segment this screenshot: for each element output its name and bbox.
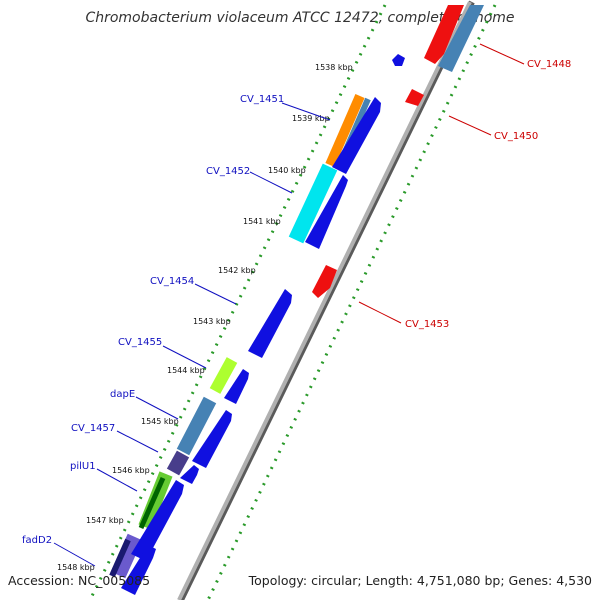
leader-line [448,115,492,136]
tick-label: 1548 kbp [57,563,95,572]
left-dotted-guide [88,4,387,600]
leader-line [53,542,96,567]
leader-line [249,171,293,194]
blue-gene-arrow [248,289,292,358]
blue-gene-arrow [131,480,184,561]
blue-gene-arrow [192,410,232,468]
left-gene-labels [53,102,331,567]
red-gene-arrow [312,265,337,298]
gene-label-cv1450: CV_1450 [494,131,538,142]
leader-line [116,430,159,453]
gene-label-dape: dapE [110,389,135,400]
gene-label-cv1457: CV_1457 [71,423,115,434]
darkgreen-feature [138,476,166,530]
leader-line [194,283,237,305]
leader-line [96,468,138,492]
tick-label: 1546 kbp [112,466,150,475]
blue-gene-arrow [332,97,381,174]
leader-line [281,102,331,121]
map-title: Chromobacterium violaceum ATCC 12472, co… [85,10,515,26]
blue-gene-arrow [224,369,249,404]
gene-label-cv1451: CV_1451 [240,94,284,105]
tick-label: 1547 kbp [86,516,124,525]
tick-label: 1543 kbp [193,317,231,326]
gene-label-cv1455: CV_1455 [118,337,162,348]
cyan-feature [288,163,338,244]
gene-label-cv1452: CV_1452 [206,166,250,177]
lime-feature [209,357,238,394]
orange-feature [325,94,365,167]
red-gene-arrow [424,5,464,64]
tick-label: 1539 kbp [292,114,330,123]
leader-line [135,396,179,420]
gene-label-pilu1: pilU1 [70,461,96,472]
tick-label: 1545 kbp [141,417,179,426]
tick-label: 1538 kbp [315,63,353,72]
tick-label: 1544 kbp [167,366,205,375]
blue-gene-arrow [180,465,199,484]
steelblue-feature [176,396,217,456]
gene-label-cv1453: CV_1453 [405,319,449,330]
blue-gene-arrow [121,545,156,595]
steelblue-reverse-gene [438,5,484,72]
red-gene-arrow [405,89,424,106]
right-dotted-guide [206,4,497,600]
genome-backbone [177,1,472,600]
tick-label: 1542 kbp [218,266,256,275]
right-label-texts: CV_1448 CV_1450 CV_1453 [405,59,571,330]
right-gene-labels [358,43,525,324]
slate-feature [110,533,143,579]
gene-label-cv1448: CV_1448 [527,59,571,70]
tick-label: 1540 kbp [268,166,306,175]
leader-line [358,301,402,324]
left-label-texts: CV_1451 CV_1452 CV_1454 CV_1455 dapE CV_… [22,94,284,546]
accession-label: Accession: NC_005085 [8,573,151,588]
leader-line [162,345,207,369]
blue-gene-arrow [305,175,348,249]
blue-genes [121,54,405,595]
tick-label: 1541 kbp [243,217,281,226]
blue-gene-arrow [392,54,405,66]
red-genes [312,5,484,298]
slate-feature [166,450,190,476]
leader-line [479,43,525,65]
gene-label-cv1454: CV_1454 [150,276,194,287]
navy-feature [109,538,131,578]
scale-ticks: 1538 kbp 1539 kbp 1540 kbp 1541 kbp 1542… [57,63,353,572]
genome-summary: Topology: circular; Length: 4,751,080 bp… [248,573,592,588]
gene-label-fadd2: fadD2 [22,535,52,546]
